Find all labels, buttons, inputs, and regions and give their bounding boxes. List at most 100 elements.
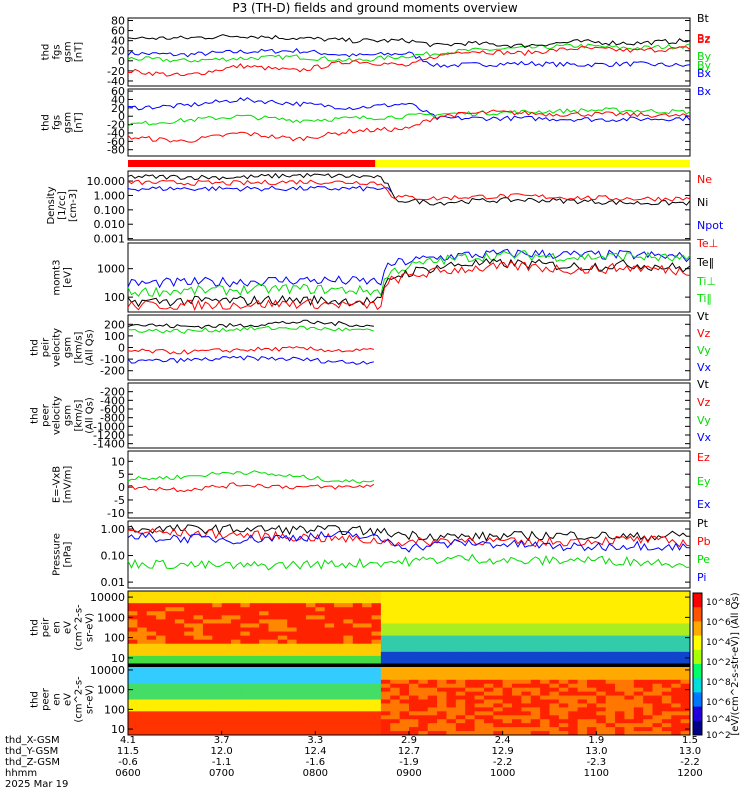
spectrogram-cell	[390, 695, 401, 700]
spectrogram-cell	[184, 607, 195, 612]
spectrogram-cell	[409, 651, 419, 657]
y-tick-label: 0	[118, 481, 125, 494]
spectrogram-cell	[146, 695, 157, 700]
spectrogram-cell	[268, 679, 279, 685]
spectrogram-cell	[437, 719, 447, 724]
spectrogram-cell	[624, 651, 635, 657]
spectrogram-cell	[643, 627, 654, 633]
spectrogram-cell	[577, 691, 588, 697]
spectrogram-cell	[633, 707, 644, 712]
spectrogram-cell	[671, 607, 682, 612]
spectrogram-cell	[128, 607, 138, 612]
spectrogram-cell	[315, 643, 326, 649]
spectrogram-cell	[362, 635, 373, 641]
spectrogram-cell	[305, 611, 316, 616]
spectrogram-cell	[296, 719, 307, 724]
spectrogram-cell	[577, 647, 588, 653]
spectrogram-cell	[549, 655, 560, 661]
spectrogram-cell	[521, 647, 532, 653]
spectrogram-cell	[352, 611, 363, 616]
spectrogram-cell	[455, 715, 466, 720]
spectrogram-cell	[455, 623, 466, 628]
spectrogram-cell	[493, 687, 504, 693]
spectrogram-cell	[184, 591, 195, 596]
spectrogram-cell	[455, 679, 466, 685]
spectrogram-cell	[624, 687, 635, 693]
spectrogram-cell	[212, 607, 223, 612]
spectrogram-cell	[231, 615, 241, 620]
spectrogram-cell	[128, 619, 138, 624]
spectrogram-cell	[661, 695, 672, 700]
spectrogram-cell	[202, 731, 213, 736]
spectrogram-cell	[137, 595, 148, 600]
series-line-Bx	[127, 48, 691, 68]
spectrogram-cell	[596, 619, 607, 624]
spectrogram-cell	[549, 627, 560, 633]
spectrogram-cell	[418, 655, 429, 661]
spectrogram-cell	[633, 695, 644, 700]
spectrogram-cell	[324, 631, 335, 637]
spectrogram-cell	[371, 727, 382, 732]
spectrogram-cell	[624, 683, 635, 689]
legend-entry: Bz	[697, 33, 711, 46]
spectrogram-cell	[399, 719, 410, 724]
spectrogram-cell	[184, 683, 195, 689]
spectrogram-cell	[540, 599, 550, 604]
y-axis-label: fgs	[52, 115, 63, 130]
spectrogram-cell	[437, 683, 447, 689]
spectrogram-cell	[661, 603, 672, 608]
spectrogram-cell	[240, 723, 251, 728]
spectrogram-cell	[296, 691, 307, 697]
spectrogram-cell	[380, 731, 391, 736]
spectrogram-cell	[268, 591, 279, 596]
spectrogram-cell	[671, 671, 682, 677]
spectrogram-cell	[512, 723, 522, 728]
spectrogram-cell	[455, 607, 466, 612]
spectrogram-cell	[128, 623, 138, 628]
spectrogram-cell	[512, 691, 522, 697]
spectrogram-cell	[586, 699, 597, 704]
spectrogram-cell	[259, 615, 269, 620]
spectrogram-cell	[409, 623, 419, 628]
spectrogram-cell	[259, 719, 269, 724]
spectrogram-cell	[558, 719, 569, 724]
spectrogram-cell	[399, 615, 410, 620]
spectrogram-cell	[202, 651, 213, 657]
y-tick-label: 1000	[97, 263, 125, 276]
spectrogram-cell	[418, 675, 429, 681]
spectrogram-cell	[390, 691, 401, 697]
panel-frame	[127, 382, 691, 449]
spectrogram-cell	[671, 719, 682, 724]
spectrogram-cell	[671, 711, 682, 716]
spectrogram-cell	[512, 687, 522, 693]
spectrogram-cell	[633, 679, 644, 685]
spectrogram-cell	[399, 675, 410, 681]
spectrogram-cell	[586, 627, 597, 633]
spectrogram-cell	[409, 671, 419, 677]
spectrogram-cell	[577, 671, 588, 677]
spectrogram-cell	[549, 643, 560, 649]
spectrogram-cell	[530, 711, 541, 716]
spectrogram-cell	[465, 607, 476, 612]
legend-entry: Bt	[697, 12, 710, 25]
spectrogram-cell	[671, 659, 682, 665]
spectrogram-cell	[399, 607, 410, 612]
spectrogram-cell	[259, 691, 269, 697]
spectrogram-cell	[193, 679, 204, 685]
spectrogram-cell	[380, 611, 391, 616]
spectrogram-cell	[586, 595, 597, 600]
spectrogram-cell	[671, 639, 682, 645]
spectrogram-cell	[221, 619, 232, 624]
series-line-Vz	[127, 346, 375, 355]
spectrogram-cell	[380, 627, 391, 633]
spectrogram-cell	[352, 671, 363, 677]
spectrogram-cell	[474, 687, 485, 693]
spectrogram-cell	[512, 695, 522, 700]
series-line-By	[127, 43, 691, 63]
spectrogram-cell	[661, 643, 672, 649]
spectrogram-cell	[483, 731, 494, 736]
spectrogram-cell	[605, 651, 616, 657]
spectrogram-cell	[680, 715, 691, 720]
spectrogram-cell	[465, 639, 476, 645]
spectrogram-cell	[268, 659, 279, 665]
